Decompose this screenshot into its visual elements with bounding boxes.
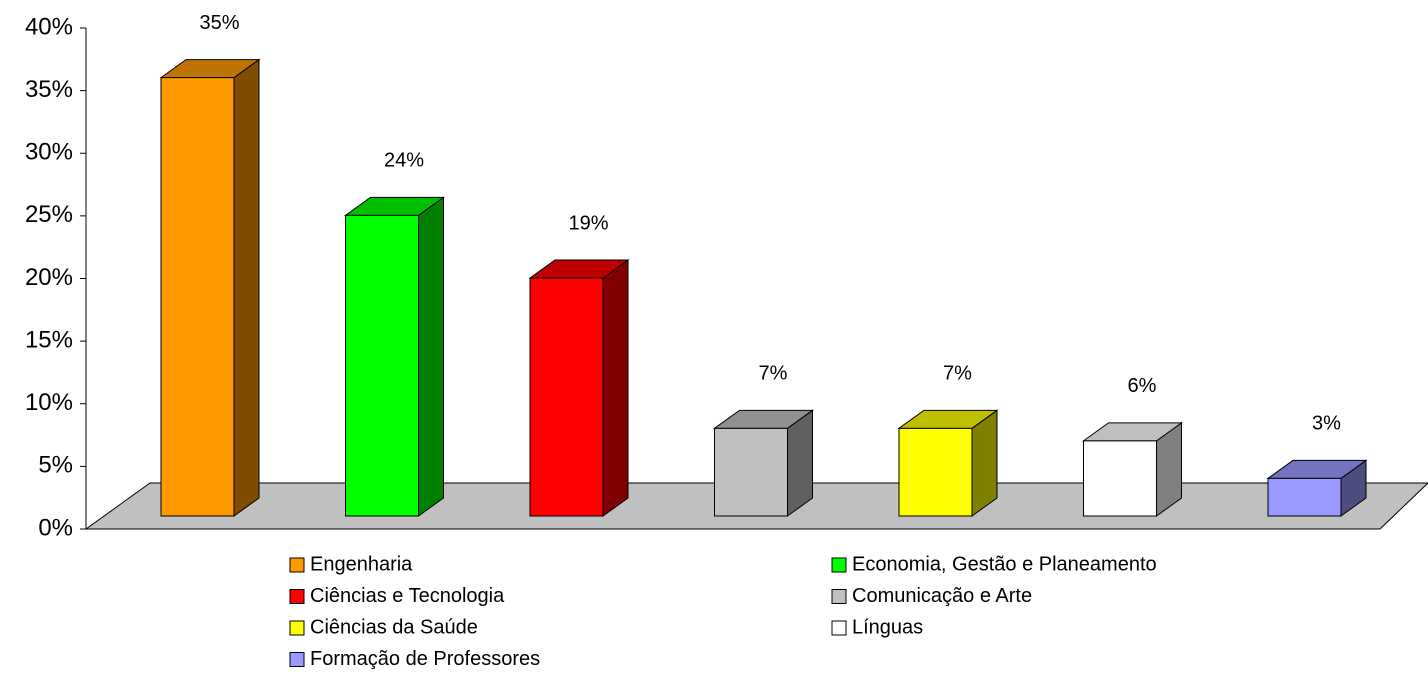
y-tick-label: 30%: [25, 139, 73, 166]
legend-label: Formação de Professores: [310, 648, 540, 670]
y-tick-label: 25%: [25, 201, 73, 228]
bar: [528, 259, 630, 517]
value-label: 6%: [1128, 375, 1157, 397]
bar: [159, 58, 261, 517]
legend-label: Economia, Gestão e Planeamento: [852, 553, 1157, 575]
y-tick-label: 5%: [38, 452, 73, 479]
legend-label: Línguas: [852, 616, 923, 638]
bar-front: [160, 77, 235, 517]
legend-swatch: [289, 620, 305, 636]
value-label: 7%: [759, 363, 788, 385]
bar: [1081, 421, 1184, 517]
bar: [712, 409, 815, 517]
bar-side: [602, 259, 629, 517]
bar-front: [898, 427, 973, 517]
bar-front: [1267, 477, 1342, 517]
value-label: 3%: [1312, 413, 1341, 435]
y-tick-label: 10%: [25, 389, 73, 416]
y-tick-label: 20%: [25, 264, 73, 291]
legend-swatch: [289, 557, 305, 573]
legend-label: Ciências da Saúde: [310, 616, 478, 638]
legend-swatch: [289, 589, 305, 604]
legend-swatch: [289, 652, 305, 667]
bar-front: [1083, 440, 1157, 517]
legend-label: Engenharia: [310, 553, 413, 575]
value-label: 7%: [943, 363, 972, 385]
y-tick-label: 0%: [38, 514, 73, 541]
y-tick-label: 35%: [25, 76, 73, 103]
legend-label: Comunicação e Arte: [852, 585, 1032, 607]
legend-swatch: [831, 589, 847, 604]
bar-side: [418, 196, 444, 517]
bar-side: [233, 58, 260, 517]
legend-label: Ciências e Tecnologia: [310, 585, 505, 607]
bar-front: [529, 277, 604, 517]
legend-swatch: [831, 557, 847, 573]
value-label: 19%: [568, 212, 608, 234]
bar-front: [345, 214, 419, 517]
value-label: 35%: [199, 12, 239, 34]
value-label: 24%: [384, 150, 424, 172]
y-tick-label: 15%: [25, 326, 73, 353]
bar-front: [714, 427, 788, 517]
legend-swatch: [831, 620, 847, 636]
bar: [343, 196, 446, 517]
bar: [1266, 459, 1368, 517]
bar: [897, 409, 999, 517]
y-tick-label: 40%: [25, 13, 73, 40]
